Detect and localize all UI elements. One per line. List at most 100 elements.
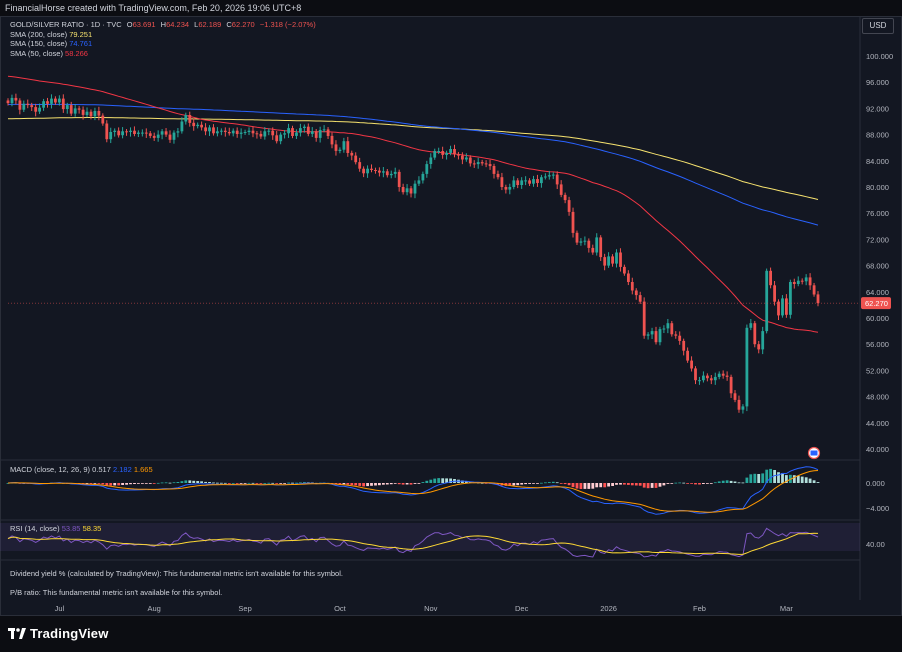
macd-histogram-bar — [125, 483, 128, 485]
candle — [433, 148, 437, 160]
candle-body — [314, 131, 318, 138]
candle-body — [698, 380, 701, 382]
candle — [275, 130, 279, 144]
macd-label: MACD (close, 12, 26, 9) — [10, 465, 91, 474]
macd-y-tick-label: 0.000 — [866, 479, 885, 488]
candle-body — [125, 131, 128, 133]
candle-body — [812, 285, 816, 295]
macd-histogram-bar — [769, 468, 772, 483]
candle-body — [310, 131, 314, 134]
x-tick-label: 2026 — [600, 604, 617, 613]
macd-histogram-bar — [275, 483, 279, 484]
candle — [583, 236, 587, 246]
candle — [342, 137, 346, 153]
low-value: 62.189 — [198, 20, 222, 29]
candle — [733, 390, 737, 403]
macd-histogram-bar — [702, 483, 705, 484]
candle — [61, 94, 65, 113]
candle-body — [374, 170, 377, 171]
macd-histogram-bar — [393, 483, 397, 484]
candle-body — [461, 155, 464, 160]
candle — [283, 130, 286, 139]
macd-histogram-bar — [259, 483, 263, 484]
candle — [93, 107, 97, 121]
candle — [741, 404, 745, 414]
candle — [638, 291, 642, 304]
candle-body — [259, 133, 263, 137]
candle — [322, 125, 326, 133]
candle — [208, 125, 211, 136]
y-tick-label: 80.000 — [866, 183, 889, 192]
candle — [461, 152, 464, 165]
candle-body — [184, 115, 188, 122]
candle — [303, 124, 306, 133]
macd-v1: 0.517 — [92, 465, 111, 474]
candle-body — [709, 378, 713, 381]
candle — [299, 123, 302, 137]
candle-body — [26, 103, 30, 106]
candle — [472, 160, 476, 168]
candle-body — [745, 327, 749, 407]
candle — [551, 172, 555, 180]
sma50-label: SMA (50, close) — [10, 48, 63, 58]
macd-histogram-bar — [223, 482, 227, 484]
macd-histogram-bar — [279, 483, 283, 484]
macd-histogram-bar — [686, 483, 689, 484]
macd-histogram-bar — [212, 482, 215, 484]
macd-histogram-bar — [733, 481, 737, 483]
candle-body — [634, 290, 638, 296]
high-label: H — [160, 20, 167, 29]
candle-body — [117, 130, 121, 136]
candle-body — [441, 151, 445, 155]
candle — [287, 123, 290, 138]
y-tick-label: 84.000 — [866, 157, 889, 166]
candle-body — [484, 163, 488, 165]
candle-body — [472, 163, 476, 165]
candle-body — [713, 376, 717, 381]
macd-histogram-bar — [366, 483, 369, 487]
sma50-line — [7, 75, 819, 333]
candle-body — [445, 152, 448, 155]
low-label: L — [194, 20, 199, 29]
macd-histogram-bar — [184, 480, 188, 483]
candle-body — [741, 406, 745, 410]
candle — [235, 127, 239, 138]
macd-histogram-bar — [587, 483, 591, 489]
candle-body — [6, 100, 10, 104]
candle — [425, 160, 429, 178]
candle-body — [792, 282, 796, 284]
candle — [761, 326, 765, 355]
candle-body — [654, 331, 658, 343]
candle — [650, 327, 654, 340]
macd-histogram-bar — [555, 482, 559, 484]
tradingview-logo[interactable]: TradingView — [8, 626, 109, 641]
candle — [164, 128, 168, 137]
candle — [330, 132, 334, 149]
macd-histogram-bar — [623, 483, 626, 485]
candle — [607, 252, 610, 268]
y-tick-label: 52.000 — [866, 366, 889, 375]
candle — [702, 371, 705, 383]
macd-histogram-bar — [690, 483, 693, 484]
macd-histogram-bar — [196, 481, 200, 483]
candle — [125, 129, 128, 136]
macd-histogram-bar — [785, 475, 788, 483]
candle — [259, 130, 263, 139]
candle — [555, 171, 559, 190]
macd-histogram-bar — [551, 481, 555, 483]
candle-body — [22, 103, 26, 110]
event-marker-icon[interactable] — [807, 446, 821, 460]
candle-body — [129, 130, 132, 132]
axis-layer: 100.000 96.000 92.000 88.000 84.000 80.000 76.… — [0, 16, 893, 613]
currency-button[interactable]: USD — [862, 18, 894, 34]
candle-body — [144, 132, 148, 134]
candle — [492, 163, 496, 179]
sma200-value: 79.251 — [69, 29, 93, 39]
candle-body — [370, 168, 373, 170]
candle — [792, 278, 796, 289]
rsi-legend: RSI (14, close) 53.85 58.35 — [10, 524, 101, 533]
candle — [516, 178, 520, 189]
macd-histogram-bar — [717, 481, 721, 483]
y-tick-label: 56.000 — [866, 340, 889, 349]
